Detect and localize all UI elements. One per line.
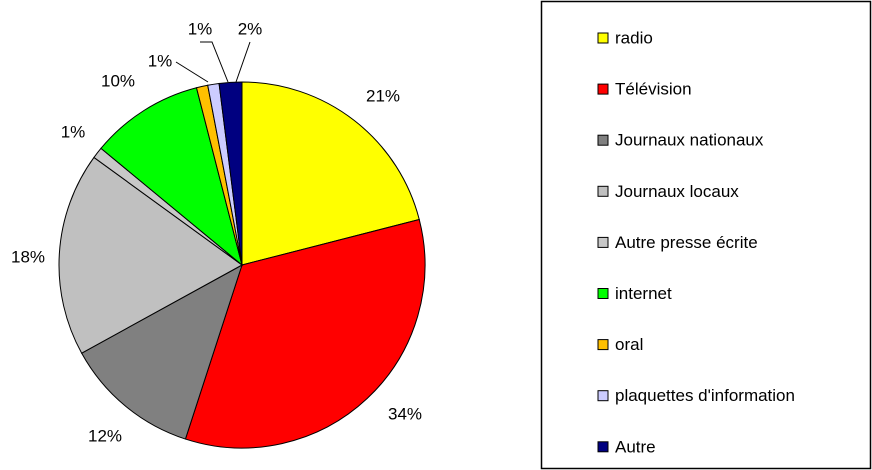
legend-swatch [597,441,609,453]
data-label: 1% [61,122,86,141]
leader-line [235,41,251,83]
pie-slice [218,81,243,266]
data-label: 1% [188,19,213,38]
data-label: 18% [11,247,45,266]
data-label: 34% [388,404,422,423]
leader-line [175,61,209,83]
pie-slice [184,218,426,449]
leader-line [200,41,229,83]
legend-box [540,0,872,470]
data-label: 1% [148,51,173,70]
legend-swatch [597,185,609,197]
legend-label: Journaux locaux [615,182,739,201]
data-label: 2% [238,19,263,38]
pie-slice [58,156,243,354]
legend-label: oral [615,335,643,354]
pie-slice [100,87,243,267]
data-label: 21% [366,86,400,105]
data-label: 12% [88,426,122,445]
legend-label: radio [615,28,653,47]
legend-label: Journaux nationaux [615,131,764,150]
legend-swatch [597,236,609,248]
legend-label: internet [615,284,672,303]
legend-swatch [597,288,609,299]
legend-swatch [597,134,609,146]
legend-swatch [597,83,609,95]
data-label: 10% [101,71,135,90]
legend-label: Autre presse écrite [615,233,758,252]
legend-swatch [597,339,609,351]
legend-label: Télévision [615,80,692,99]
legend-label: Autre [615,437,656,456]
pie-slice [241,81,420,266]
pie-slice [80,263,243,440]
legend-label: plaquettes d'information [615,386,795,405]
legend-swatch [597,32,609,44]
legend-swatch [597,390,609,402]
